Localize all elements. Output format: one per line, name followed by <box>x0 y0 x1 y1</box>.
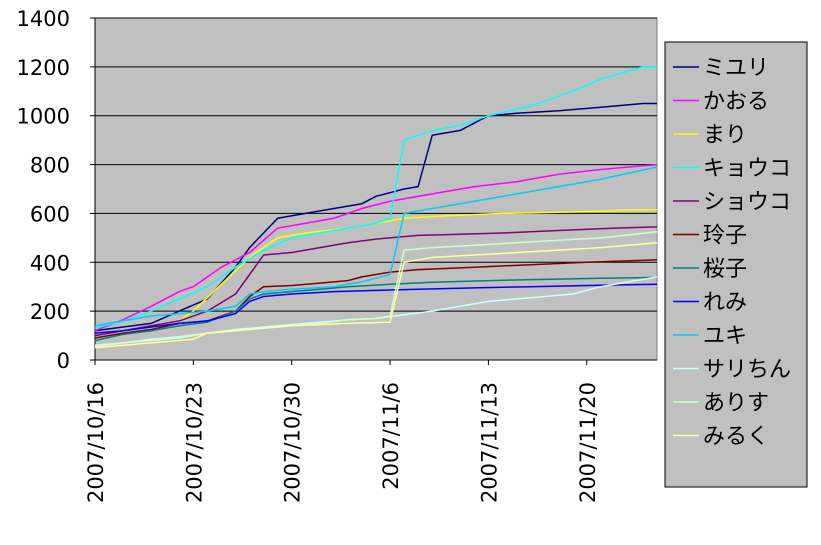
series-line <box>94 226 658 337</box>
x-tick-label: 2007/10/16 <box>84 382 108 503</box>
x-tick-label: 2007/10/30 <box>281 382 305 503</box>
plot-area <box>94 17 658 361</box>
series-line <box>94 102 657 332</box>
series-line <box>94 241 658 349</box>
legend-label: 桜子 <box>703 257 747 282</box>
legend-label: まり <box>703 123 747 148</box>
y-tick-label: 1400 <box>17 7 70 31</box>
series-line <box>94 283 658 334</box>
legend-label: ショウコ <box>703 190 791 215</box>
plot-background <box>94 17 658 361</box>
y-tick-label: 200 <box>30 300 70 324</box>
y-tick-label: 1200 <box>17 56 70 80</box>
y-tick-label: 1000 <box>17 105 70 129</box>
series-line <box>94 166 658 327</box>
legend-label: ありす <box>703 391 769 416</box>
series-line <box>94 163 658 332</box>
legend-box <box>664 41 808 488</box>
legend-label: ユキ <box>703 324 747 349</box>
x-tick-label: 2007/11/20 <box>576 382 600 503</box>
x-axis-ticks: 2007/10/16 2007/10/23 2007/10/30 2007/11/6 2… <box>84 360 600 503</box>
series-line <box>94 66 657 329</box>
y-tick-label: 400 <box>30 251 70 275</box>
y-axis-ticks: 0 200 400 600 800 1000 1200 1400 <box>17 7 95 373</box>
legend-label: キョウコ <box>703 157 791 182</box>
legend-label: みるく <box>703 425 769 450</box>
legend-label: かおる <box>703 90 769 115</box>
legend-label: 玲子 <box>703 224 747 249</box>
x-tick-label: 2007/11/13 <box>477 382 501 503</box>
y-tick-label: 600 <box>30 202 70 226</box>
series-line <box>94 231 658 348</box>
x-tick-label: 2007/11/6 <box>379 382 403 490</box>
x-tick-label: 2007/10/23 <box>182 382 206 503</box>
legend-label: ミユリ <box>703 56 769 81</box>
series-line <box>94 276 658 342</box>
y-tick-label: 800 <box>30 154 70 178</box>
y-tick-label: 0 <box>57 349 70 373</box>
legend-label: サリちん <box>703 358 791 383</box>
series-lines <box>94 66 658 349</box>
legend-label: れみ <box>703 291 747 316</box>
